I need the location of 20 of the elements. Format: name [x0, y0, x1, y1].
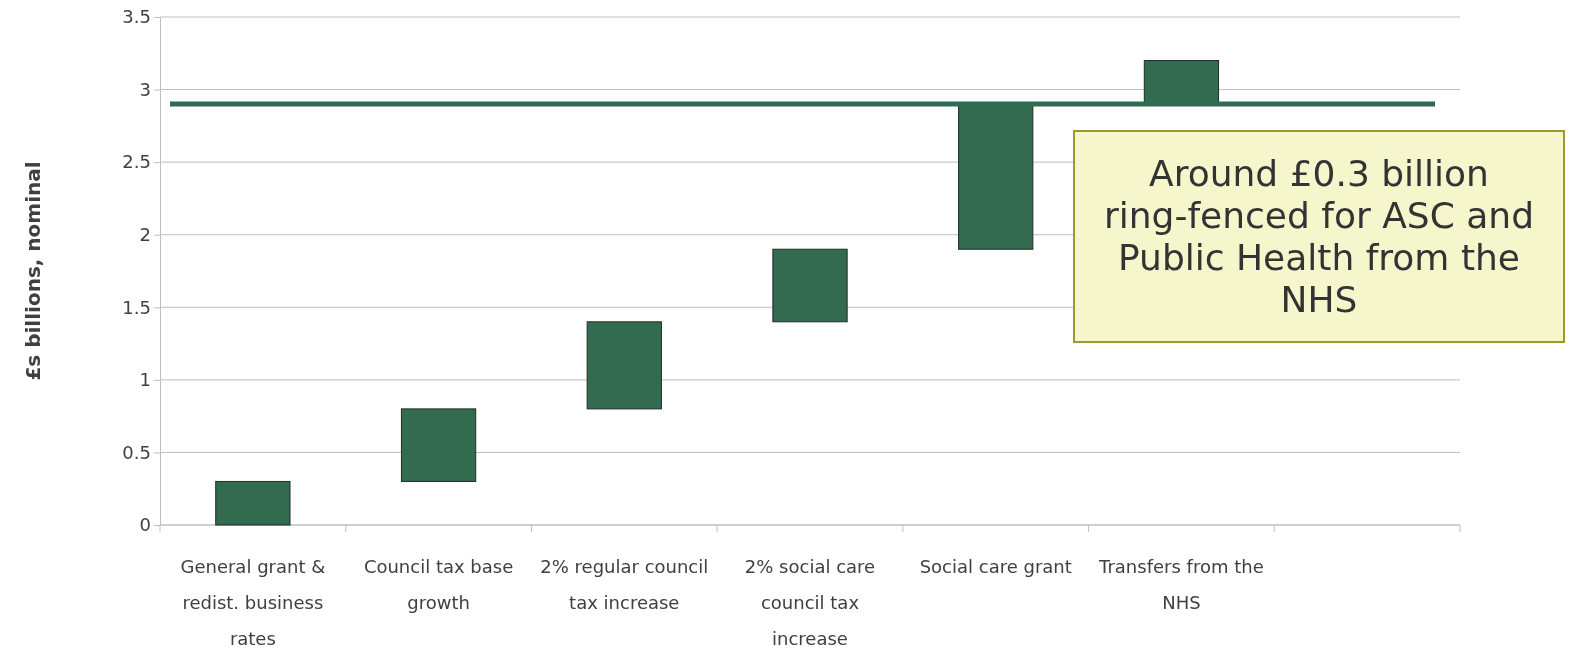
y-tick-label: 1 — [139, 369, 151, 391]
annotation: Around £0.3 billion ring-fenced for ASC and Public Health from the NHS — [1103, 153, 1535, 320]
x-tick-label: Council tax base growth — [363, 556, 514, 613]
x-tick-label: 2% social care council tax increase — [744, 556, 876, 649]
x-tick-label: Social care grant — [919, 556, 1072, 577]
y-tick-label: 1.5 — [122, 296, 151, 318]
x-tick-label: Transfers from the NHS — [1098, 556, 1264, 613]
bar — [772, 248, 848, 323]
y-tick-label: 3.5 — [122, 6, 151, 28]
y-axis-title: £s billions, nominal — [21, 161, 45, 381]
y-tick-label: 0 — [139, 514, 151, 536]
x-tick-label: 2% regular council tax increase — [540, 556, 709, 613]
y-tick-label: 0.5 — [122, 441, 151, 463]
bar — [400, 408, 477, 482]
y-tick-label: 2.5 — [122, 151, 151, 173]
y-tick-label: 3 — [139, 78, 151, 100]
y-tick-label: 2 — [139, 223, 151, 245]
bar — [586, 321, 662, 410]
x-tick-label: General grant & redist. business rates — [180, 556, 326, 649]
bar — [215, 480, 291, 526]
